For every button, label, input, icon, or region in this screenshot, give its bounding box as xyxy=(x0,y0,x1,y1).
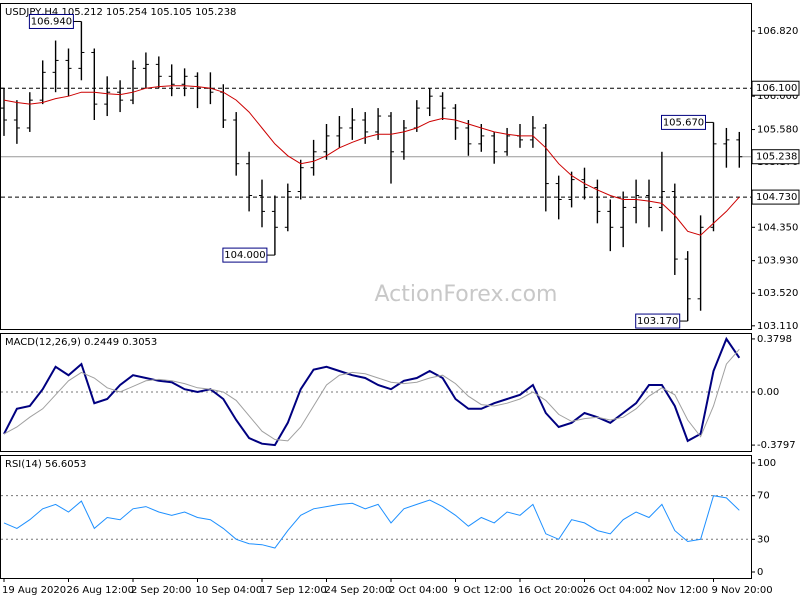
x-tick-label: 9 Oct 12:00 xyxy=(454,585,513,596)
level-box xyxy=(751,80,800,96)
price-panel xyxy=(0,3,752,330)
panel-title: RSI(14) 56.6053 xyxy=(5,459,86,470)
y-tick-label: 103.930 xyxy=(757,256,798,267)
annotation-box xyxy=(28,13,74,29)
level-label: 106.100 xyxy=(756,83,797,94)
x-tick-label: 2 Nov 12:00 xyxy=(647,585,708,596)
x-tick-label: 2 Sep 20:00 xyxy=(131,585,191,596)
annotation-box xyxy=(222,247,268,263)
y-tick-label: 100 xyxy=(757,458,776,469)
y-tick-label: -0.3797 xyxy=(757,440,796,451)
x-tick-label: 16 Oct 20:00 xyxy=(518,585,583,596)
panel-title: MACD(12,26,9) 0.2449 0.3053 xyxy=(5,337,157,348)
indicator-line xyxy=(3,495,740,549)
level-label: 104.730 xyxy=(756,192,797,203)
y-tick-label: 30 xyxy=(757,534,770,545)
y-tick-label: 0 xyxy=(757,567,763,578)
level-label: 105.238 xyxy=(756,152,797,163)
y-tick-label: 104.350 xyxy=(757,222,798,233)
x-tick-label: 2 Oct 04:00 xyxy=(389,585,448,596)
annotation-box xyxy=(635,313,681,329)
x-tick-label: 26 Oct 04:00 xyxy=(583,585,648,596)
annotation-label: 105.670 xyxy=(663,117,704,128)
indicator-line xyxy=(3,348,740,442)
x-tick-label: 10 Sep 04:00 xyxy=(196,585,263,596)
panel-title: USDJPY,H4 105.212 105.254 105.105 105.23… xyxy=(5,7,236,18)
y-tick-label: 106.820 xyxy=(757,26,798,37)
x-tick-label: 17 Sep 12:00 xyxy=(260,585,327,596)
level-box xyxy=(751,149,800,165)
annotation-label: 104.000 xyxy=(224,250,265,261)
watermark: ActionForex.com xyxy=(375,282,558,307)
x-tick-label: 26 Aug 12:00 xyxy=(67,585,134,596)
annotation-label: 106.940 xyxy=(31,16,72,27)
x-tick-label: 9 Nov 20:00 xyxy=(712,585,773,596)
y-tick-label: 103.520 xyxy=(757,288,798,299)
rsi-panel xyxy=(0,455,752,579)
x-tick-label: 19 Aug 2020 xyxy=(2,585,66,596)
indicator-line xyxy=(3,336,741,447)
x-tick-label: 24 Sep 20:00 xyxy=(325,585,392,596)
moving-average xyxy=(3,85,740,236)
annotation-label: 103.170 xyxy=(637,316,678,327)
y-tick-label: 0.3798 xyxy=(757,334,792,345)
y-tick-label: 70 xyxy=(757,491,770,502)
y-tick-label: 106.000 xyxy=(757,91,798,102)
y-tick-label: 103.110 xyxy=(757,321,798,332)
annotation-box xyxy=(661,114,706,130)
y-tick-label: 105.580 xyxy=(757,125,798,136)
y-tick-label: 0.00 xyxy=(757,387,779,398)
level-box xyxy=(751,189,800,205)
